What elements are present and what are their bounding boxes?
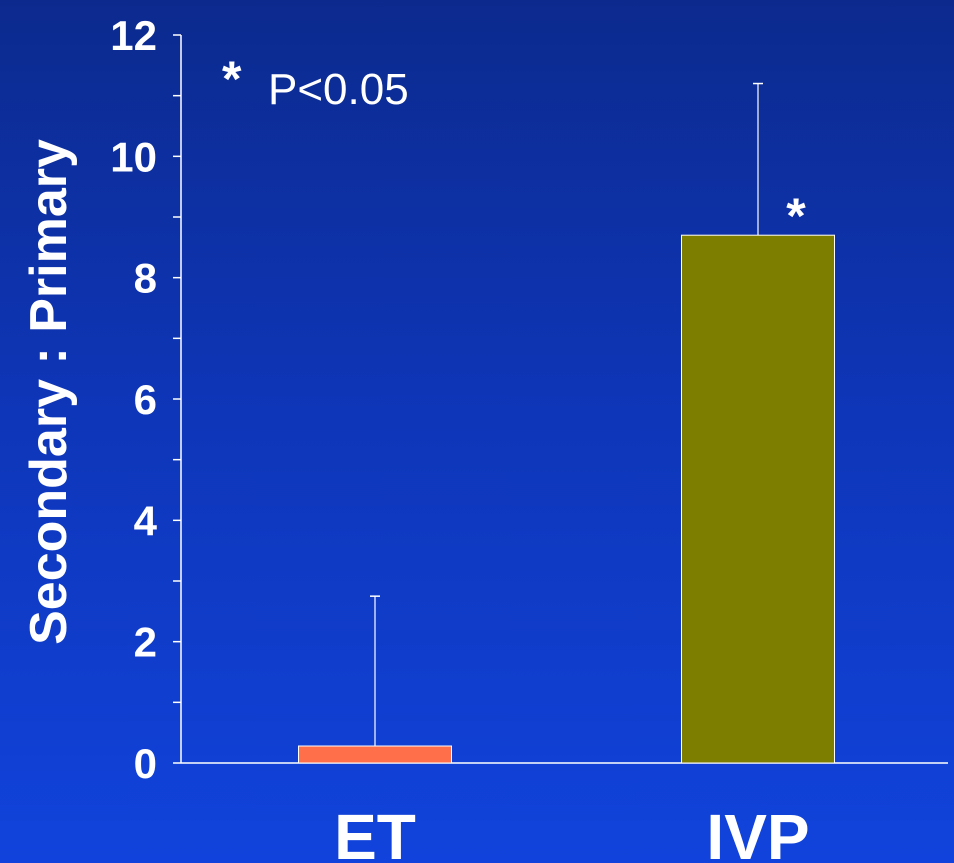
bar-et: [298, 745, 452, 764]
y-tick-label: 8: [134, 255, 157, 302]
x-category-label-et: ET: [334, 801, 416, 863]
y-tick-label: 6: [134, 376, 157, 423]
y-tick-label: 0: [134, 740, 157, 787]
y-tick-label: 4: [134, 497, 158, 544]
significance-star-legend: *: [222, 51, 242, 107]
significance-star-ivp: *: [786, 188, 806, 244]
y-tick-label: 12: [110, 12, 157, 59]
y-tick-label: 2: [134, 619, 157, 666]
significance-legend-text: P<0.05: [268, 65, 409, 114]
axis-layer: 0 2 4 6 8 10 12: [110, 12, 948, 787]
bar-ivp: [681, 234, 835, 764]
y-axis-title: Secondary : Primary: [20, 139, 78, 645]
x-category-label-ivp: IVP: [706, 801, 809, 863]
bar-layer: ET IVP *: [298, 82, 835, 863]
y-tick-label: 10: [110, 133, 157, 180]
